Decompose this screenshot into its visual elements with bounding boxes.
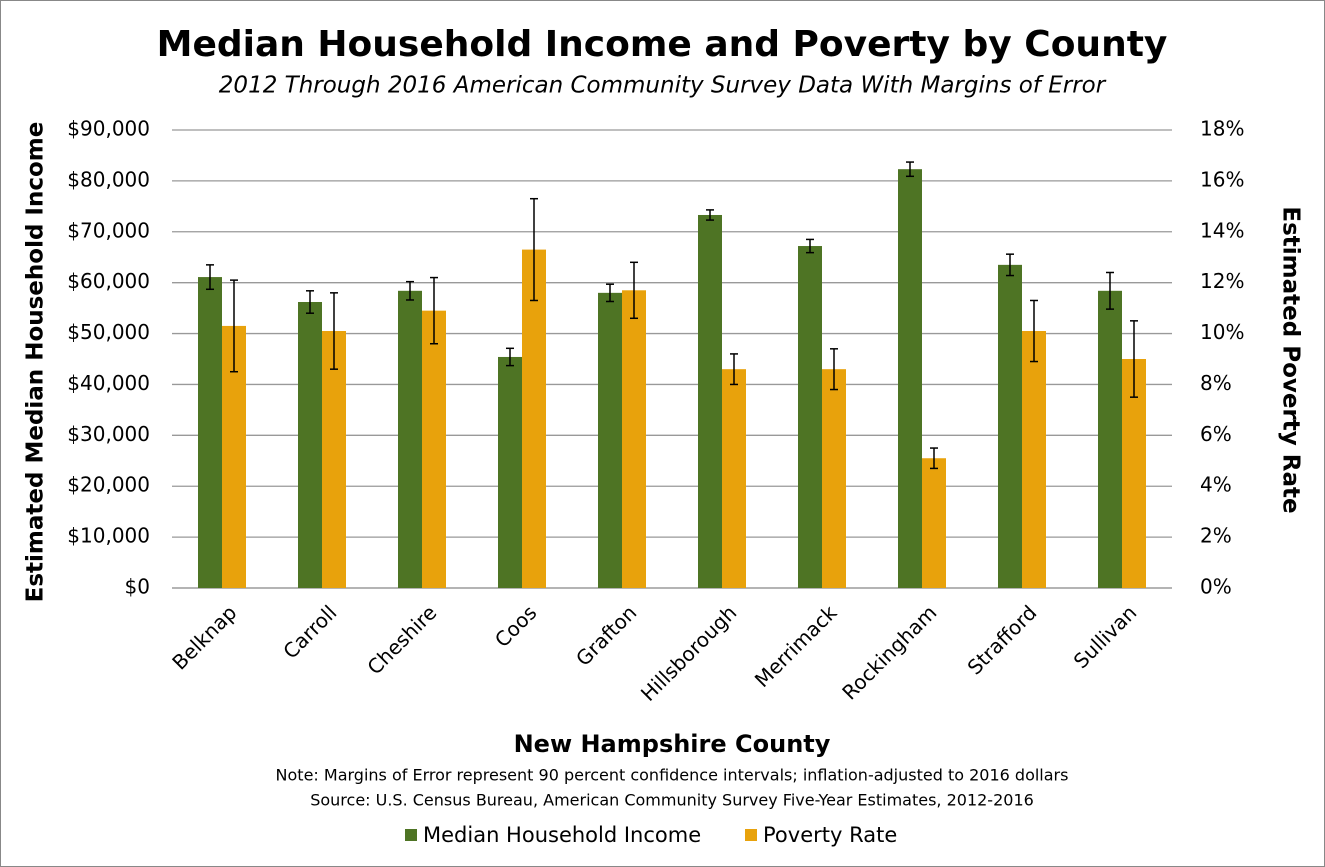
- y2-tick-label: 16%: [1200, 167, 1244, 191]
- y-tick-label: $40,000: [67, 371, 150, 395]
- y2-tick-label: 6%: [1200, 422, 1232, 446]
- bar: [798, 246, 822, 588]
- bar: [998, 264, 1022, 588]
- legend-swatch: [745, 829, 757, 841]
- y-tick-label: $70,000: [67, 218, 150, 242]
- y2-tick-label: 0%: [1200, 575, 1232, 599]
- y2-tick-label: 8%: [1200, 371, 1232, 395]
- source: Source: U.S. Census Bureau, American Com…: [310, 791, 1034, 810]
- y-tick-label: $60,000: [67, 269, 150, 293]
- y2-tick-label: 2%: [1200, 524, 1232, 548]
- bar: [1098, 290, 1122, 588]
- legend-label: Median Household Income: [423, 823, 701, 847]
- y2-axis-title: Estimated Poverty Rate: [1278, 206, 1304, 513]
- y-tick-label: $10,000: [67, 524, 150, 548]
- bar: [422, 310, 446, 588]
- bar: [498, 356, 522, 588]
- bar: [622, 290, 646, 588]
- bar: [522, 249, 546, 589]
- y2-tick-label: 14%: [1200, 218, 1244, 242]
- y2-tick-label: 10%: [1200, 320, 1244, 344]
- y-tick-label: $80,000: [67, 167, 150, 191]
- x-axis-title: New Hampshire County: [514, 730, 831, 758]
- note: Note: Margins of Error represent 90 perc…: [276, 766, 1069, 785]
- bar: [322, 331, 346, 588]
- bar: [822, 369, 846, 588]
- bar: [198, 277, 222, 588]
- bar: [298, 302, 322, 588]
- y2-tick-label: 12%: [1200, 269, 1244, 293]
- bar: [698, 214, 722, 589]
- y-tick-label: $20,000: [67, 473, 150, 497]
- bar: [922, 458, 946, 588]
- y-tick-label: $90,000: [67, 117, 150, 141]
- legend-label: Poverty Rate: [763, 823, 897, 847]
- y-tick-label: $50,000: [67, 320, 150, 344]
- bar: [722, 369, 746, 588]
- bar: [1022, 331, 1046, 588]
- y-axis-title: Estimated Median Household Income: [23, 122, 49, 603]
- y2-tick-label: 4%: [1200, 473, 1232, 497]
- chart-subtitle: 2012 Through 2016 American Community Sur…: [219, 73, 1107, 99]
- y-tick-label: $30,000: [67, 422, 150, 446]
- legend-swatch: [405, 829, 417, 841]
- chart-title: Median Household Income and Poverty by C…: [157, 24, 1168, 65]
- bar: [398, 290, 422, 588]
- bar: [898, 169, 922, 588]
- y-tick-label: $0: [125, 575, 150, 599]
- bar: [598, 292, 622, 588]
- y2-tick-label: 18%: [1200, 117, 1244, 141]
